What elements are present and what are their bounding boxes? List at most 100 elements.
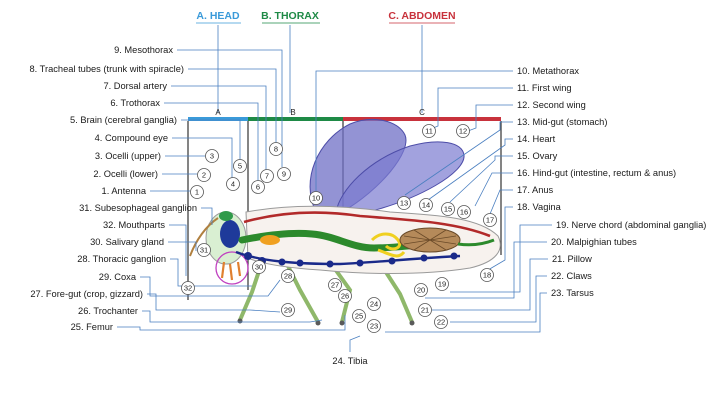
compound-eye (220, 220, 240, 248)
callout-number-7: 7 (265, 172, 269, 181)
callout-circle-17 (483, 213, 497, 227)
callout-number-5: 5 (238, 162, 242, 171)
callout-circle-1 (190, 185, 204, 199)
label-brain: 5. Brain (cerebral ganglia) (70, 115, 177, 125)
label-antenna: 1. Antenna (102, 186, 147, 196)
label-femur: 25. Femur (71, 322, 113, 332)
label-second-wing: 12. Second wing (517, 100, 586, 110)
ovary-mesh (403, 229, 457, 251)
callout-number-6: 6 (256, 183, 260, 192)
callout-circle-25 (352, 309, 366, 323)
label-thoracic-ganglion: 28. Thoracic ganglion (77, 254, 166, 264)
label-malpighian-tubes: 20. Malpighian tubes (551, 237, 637, 247)
callout-number-9: 9 (282, 170, 286, 179)
right-labels: 10. Metathorax 11. First wing 12. Second… (517, 66, 706, 298)
callout-number-18: 18 (483, 271, 491, 280)
mouthparts (220, 261, 242, 281)
callout-number-26: 26 (341, 292, 349, 301)
left-labels: 9. Mesothorax 8. Tracheal tubes (trunk w… (30, 45, 198, 332)
callout-circle-27 (328, 278, 342, 292)
hind-gut (457, 238, 495, 247)
callout-circle-5 (233, 159, 247, 173)
callout-number-22: 22 (437, 318, 445, 327)
label-ovary: 15. Ovary (517, 151, 558, 161)
segment-letter-a: A (215, 108, 221, 117)
label-ocelli-lower: 2. Ocelli (lower) (93, 169, 158, 179)
callout-circle-7 (260, 169, 274, 183)
second-wing (335, 141, 465, 215)
callout-number-25: 25 (355, 312, 363, 321)
label-dorsal-artery: 7. Dorsal artery (103, 81, 167, 91)
callout-circle-12 (456, 124, 470, 138)
callout-circle-26 (338, 289, 352, 303)
left-leaders (117, 49, 346, 331)
label-tarsus: 23. Tarsus (551, 288, 594, 298)
label-mesothorax: 9. Mesothorax (114, 45, 173, 55)
segment-letter-b: B (290, 108, 295, 117)
callout-circle-4 (226, 177, 240, 191)
antenna (189, 217, 219, 257)
callout-circle-21 (418, 303, 432, 317)
callout-number-12: 12 (459, 127, 467, 136)
label-ocelli-upper: 3. Ocelli (upper) (95, 151, 161, 161)
label-metathorax: 10. Metathorax (517, 66, 579, 76)
mouthparts-highlight (215, 251, 249, 285)
callout-number-16: 16 (460, 208, 468, 217)
callout-circle-30 (252, 260, 266, 274)
callout-circle-16 (457, 205, 471, 219)
callout-circle-20 (414, 283, 428, 297)
callout-circle-29 (281, 303, 295, 317)
thorax-segment-bar (248, 117, 343, 121)
callout-circle-3 (205, 149, 219, 163)
callout-number-27: 27 (331, 281, 339, 290)
callout-number-23: 23 (370, 322, 378, 331)
callout-circle-18 (480, 268, 494, 282)
callout-number-11: 11 (425, 127, 433, 136)
malpighian-tubes (370, 232, 406, 258)
callout-circle-8 (269, 142, 283, 156)
label-vagina: 18. Vagina (517, 202, 562, 212)
dorsal-artery (243, 211, 491, 238)
section-head-title: A. HEAD (196, 10, 240, 22)
callout-circle-9 (277, 167, 291, 181)
callout-circle-23 (367, 319, 381, 333)
label-tibia: 24. Tibia (332, 356, 368, 366)
callout-circle-19 (435, 277, 449, 291)
right-leaders (315, 70, 552, 352)
callout-number-17: 17 (486, 216, 494, 225)
insect-illustration (189, 119, 501, 326)
callout-number-14: 14 (422, 201, 430, 210)
label-coxa: 29. Coxa (99, 272, 137, 282)
callout-number-30: 30 (255, 263, 263, 272)
callout-circle-14 (419, 198, 433, 212)
label-mid-gut: 13. Mid-gut (stomach) (517, 117, 607, 127)
callout-circle-24 (367, 297, 381, 311)
callout-circle-2 (197, 168, 211, 182)
label-subesophageal-ganglion: 31. Subesophageal ganglion (79, 203, 197, 213)
callout-circle-22 (434, 315, 448, 329)
abdomen-segment-bar (343, 117, 501, 121)
callout-number-21: 21 (421, 306, 429, 315)
callout-number-10: 10 (312, 194, 320, 203)
callout-number-15: 15 (444, 205, 452, 214)
label-hind-gut: 16. Hind-gut (intestine, rectum & anus) (517, 168, 676, 178)
callout-circle-32 (181, 281, 195, 295)
callout-number-8: 8 (274, 145, 278, 154)
label-tracheal-tubes: 8. Tracheal tubes (trunk with spiracle) (30, 64, 185, 74)
section-thorax-title: B. THORAX (261, 10, 319, 22)
label-trothorax: 6. Trothorax (110, 98, 160, 108)
section-headers: A. HEAD B. THORAX C. ABDOMEN (196, 10, 456, 113)
callout-circle-6 (251, 180, 265, 194)
callout-number-1: 1 (195, 188, 199, 197)
label-compound-eye: 4. Compound eye (95, 133, 168, 143)
callout-circle-10 (309, 191, 323, 205)
fore-gut (260, 235, 280, 245)
callout-number-28: 28 (284, 272, 292, 281)
label-anus: 17. Anus (517, 185, 554, 195)
label-claws: 22. Claws (551, 271, 592, 281)
label-mouthparts: 32. Mouthparts (103, 220, 165, 230)
callout-circle-11 (422, 124, 436, 138)
